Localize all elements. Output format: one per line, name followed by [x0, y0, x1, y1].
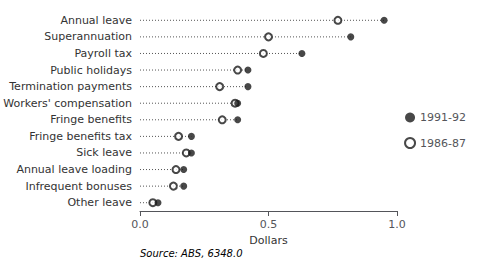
svg-text:0.5: 0.5: [260, 218, 278, 231]
svg-text:Annual leave loading: Annual leave loading: [16, 163, 132, 176]
svg-text:1986-87: 1986-87: [420, 137, 466, 150]
svg-text:Infrequent bonuses: Infrequent bonuses: [25, 180, 132, 193]
svg-text:Other leave: Other leave: [67, 196, 132, 209]
svg-text:Workers' compensation: Workers' compensation: [3, 97, 132, 110]
svg-text:0.0: 0.0: [131, 218, 149, 231]
svg-text:Annual leave: Annual leave: [60, 14, 132, 27]
svg-text:1991-92: 1991-92: [420, 111, 466, 124]
svg-text:Sick leave: Sick leave: [76, 146, 132, 159]
svg-text:Public holidays: Public holidays: [50, 64, 132, 77]
svg-text:Fringe benefits tax: Fringe benefits tax: [29, 130, 132, 143]
svg-text:1.0: 1.0: [388, 218, 406, 231]
svg-text:Termination payments: Termination payments: [8, 80, 132, 93]
svg-text:Source: ABS, 6348.0: Source: ABS, 6348.0: [140, 248, 243, 259]
svg-text:Superannuation: Superannuation: [44, 30, 132, 43]
svg-text:Payroll tax: Payroll tax: [74, 47, 132, 60]
svg-text:Dollars: Dollars: [249, 234, 288, 247]
svg-text:Fringe benefits: Fringe benefits: [50, 113, 132, 126]
